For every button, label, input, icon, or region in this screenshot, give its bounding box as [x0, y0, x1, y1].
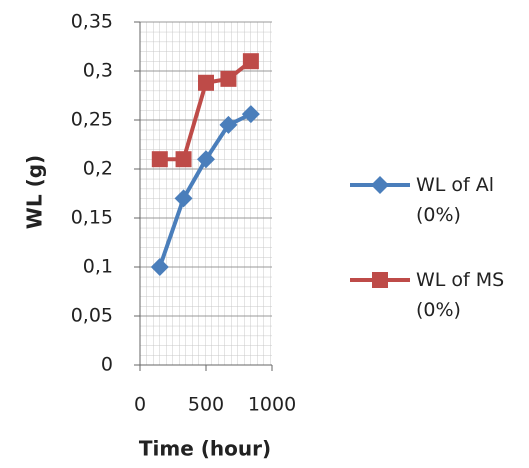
x-axis-title: Time (hour) [139, 437, 271, 461]
y-tick-label: 0,05 [71, 305, 113, 327]
y-tick-label: 0,3 [83, 60, 113, 82]
y-tick-label: 0,1 [83, 256, 113, 278]
x-tick-label: 0 [134, 394, 146, 416]
marker [175, 151, 192, 168]
legend-label: WL of MS (0%) [416, 269, 505, 321]
y-tick-label: 0,2 [83, 158, 113, 180]
legend-marker [371, 176, 389, 194]
marker [150, 258, 169, 276]
x-tick-label: 1000 [248, 394, 296, 416]
marker [151, 151, 168, 168]
plot-area [140, 22, 272, 365]
y-tick-label: 0,15 [71, 207, 113, 229]
y-tick-label: 0,35 [71, 11, 113, 33]
marker [242, 53, 259, 70]
legend-marker [372, 272, 388, 288]
marker [198, 74, 214, 91]
legend-entry: WL of Al (0%) [416, 174, 495, 226]
y-tick-label: 0,25 [71, 109, 113, 131]
marker [197, 150, 215, 169]
y-tick-label: 0 [101, 354, 113, 376]
marker [241, 105, 260, 124]
marker [219, 115, 238, 134]
y-axis-title: WL (g) [23, 155, 47, 229]
legend-label: WL of Al (0%) [416, 174, 495, 226]
x-tick-label: 500 [188, 394, 224, 416]
marker [220, 70, 237, 87]
marker [174, 189, 193, 208]
legend-entry: WL of MS (0%) [416, 269, 505, 321]
